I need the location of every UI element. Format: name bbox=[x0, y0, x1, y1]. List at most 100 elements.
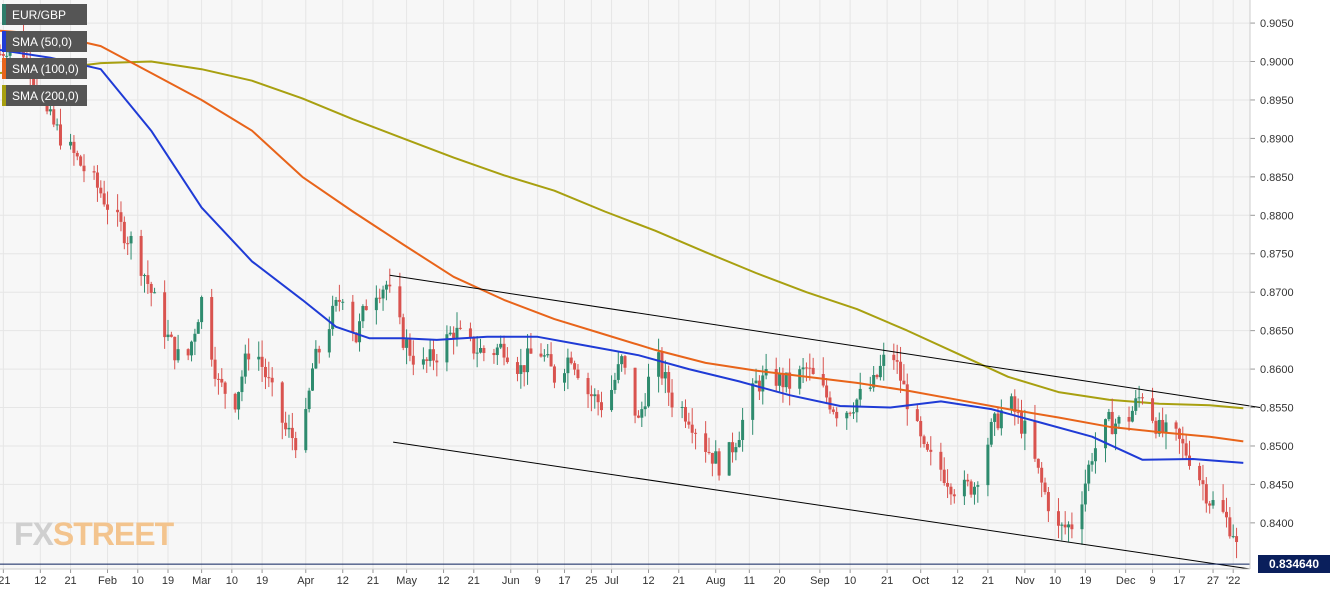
candle bbox=[237, 391, 241, 420]
candle-body bbox=[58, 124, 62, 146]
candle-body bbox=[5, 55, 9, 57]
x-tick-label: Sep bbox=[810, 575, 830, 587]
candle-body bbox=[1221, 500, 1225, 512]
candle bbox=[1228, 507, 1232, 539]
candle-body bbox=[240, 376, 244, 393]
candle-body bbox=[851, 412, 855, 414]
candle bbox=[448, 326, 452, 336]
candle-body bbox=[972, 486, 976, 495]
candle-body bbox=[717, 451, 721, 476]
candle bbox=[552, 364, 556, 389]
candle-body bbox=[737, 439, 741, 448]
y-tick-label: 0.8900 bbox=[1260, 133, 1294, 145]
candle bbox=[280, 381, 284, 440]
candle bbox=[845, 410, 849, 430]
candle-body bbox=[522, 365, 526, 373]
candle-body bbox=[875, 375, 879, 378]
candle-body bbox=[515, 362, 519, 374]
candle bbox=[95, 165, 99, 202]
candle bbox=[1023, 409, 1027, 451]
candle bbox=[905, 373, 909, 426]
candle bbox=[831, 406, 835, 415]
candle bbox=[741, 407, 745, 452]
candle-body bbox=[710, 452, 714, 464]
candle-body bbox=[388, 284, 392, 287]
candle bbox=[573, 360, 577, 376]
candle-body bbox=[448, 332, 452, 335]
candle-body bbox=[1181, 438, 1185, 444]
candle-body bbox=[989, 421, 993, 445]
candle-body bbox=[149, 283, 153, 293]
legend-swatch bbox=[2, 58, 6, 79]
candle-body bbox=[468, 328, 472, 338]
x-tick-label: 10 bbox=[844, 575, 856, 587]
candle-body bbox=[539, 353, 543, 357]
candle-body bbox=[915, 409, 919, 421]
candle-body bbox=[146, 275, 150, 284]
candle bbox=[479, 338, 483, 354]
candle bbox=[704, 421, 708, 463]
candle bbox=[69, 133, 73, 150]
candle bbox=[1070, 512, 1074, 539]
candle bbox=[1188, 440, 1192, 470]
candle-body bbox=[962, 479, 966, 497]
candle bbox=[243, 344, 247, 384]
candle bbox=[714, 440, 718, 464]
candle-body bbox=[314, 348, 318, 369]
candle bbox=[146, 260, 150, 294]
candle-body bbox=[1090, 461, 1094, 465]
candle-body bbox=[694, 432, 698, 434]
candle bbox=[307, 387, 311, 413]
candle-body bbox=[872, 375, 876, 388]
candle bbox=[774, 357, 778, 391]
candle bbox=[569, 351, 573, 365]
candle bbox=[1201, 464, 1205, 501]
candle-body bbox=[431, 349, 435, 361]
x-tick-label: Oct bbox=[912, 575, 929, 587]
candle bbox=[915, 404, 919, 422]
candle bbox=[636, 410, 640, 419]
x-tick-label: 11 bbox=[744, 575, 755, 587]
candle bbox=[331, 295, 335, 336]
candle-body bbox=[445, 334, 449, 363]
candle-body bbox=[495, 347, 499, 356]
candle bbox=[384, 280, 388, 301]
x-tick-label: 10 bbox=[1049, 575, 1061, 587]
candle bbox=[586, 372, 590, 408]
candle bbox=[949, 483, 953, 505]
candle bbox=[596, 390, 600, 416]
candle bbox=[119, 201, 123, 232]
candle-body bbox=[216, 378, 220, 380]
fxstreet-logo: FXSTREET bbox=[14, 516, 174, 553]
x-tick-label: 27 bbox=[1207, 575, 1219, 587]
candle-body bbox=[714, 451, 718, 464]
candle bbox=[1090, 452, 1094, 472]
candle-body bbox=[569, 357, 573, 364]
candle bbox=[381, 285, 385, 311]
candle-body bbox=[384, 284, 388, 290]
y-tick-label: 0.9050 bbox=[1260, 18, 1294, 30]
candle-body bbox=[1151, 398, 1155, 421]
candle bbox=[492, 348, 496, 364]
x-tick-label: 25 bbox=[585, 575, 597, 587]
candle-body bbox=[327, 329, 331, 353]
x-tick-label: Jul bbox=[605, 575, 619, 587]
candle-body bbox=[1046, 492, 1050, 512]
candle-body bbox=[1140, 397, 1144, 399]
candle-body bbox=[1036, 458, 1040, 468]
candle-body bbox=[102, 193, 106, 205]
candle-body bbox=[882, 354, 886, 366]
candle bbox=[1174, 420, 1178, 441]
candle-body bbox=[788, 372, 792, 389]
candle bbox=[999, 399, 1003, 436]
candle bbox=[623, 355, 627, 375]
candle-body bbox=[341, 301, 345, 303]
candle-body bbox=[1020, 412, 1024, 434]
candle-body bbox=[72, 141, 76, 153]
candle bbox=[428, 338, 432, 367]
y-tick-label: 0.8950 bbox=[1260, 95, 1294, 107]
candle-body bbox=[99, 187, 103, 194]
candle bbox=[1087, 460, 1091, 492]
candle bbox=[942, 457, 946, 486]
candle bbox=[892, 343, 896, 370]
